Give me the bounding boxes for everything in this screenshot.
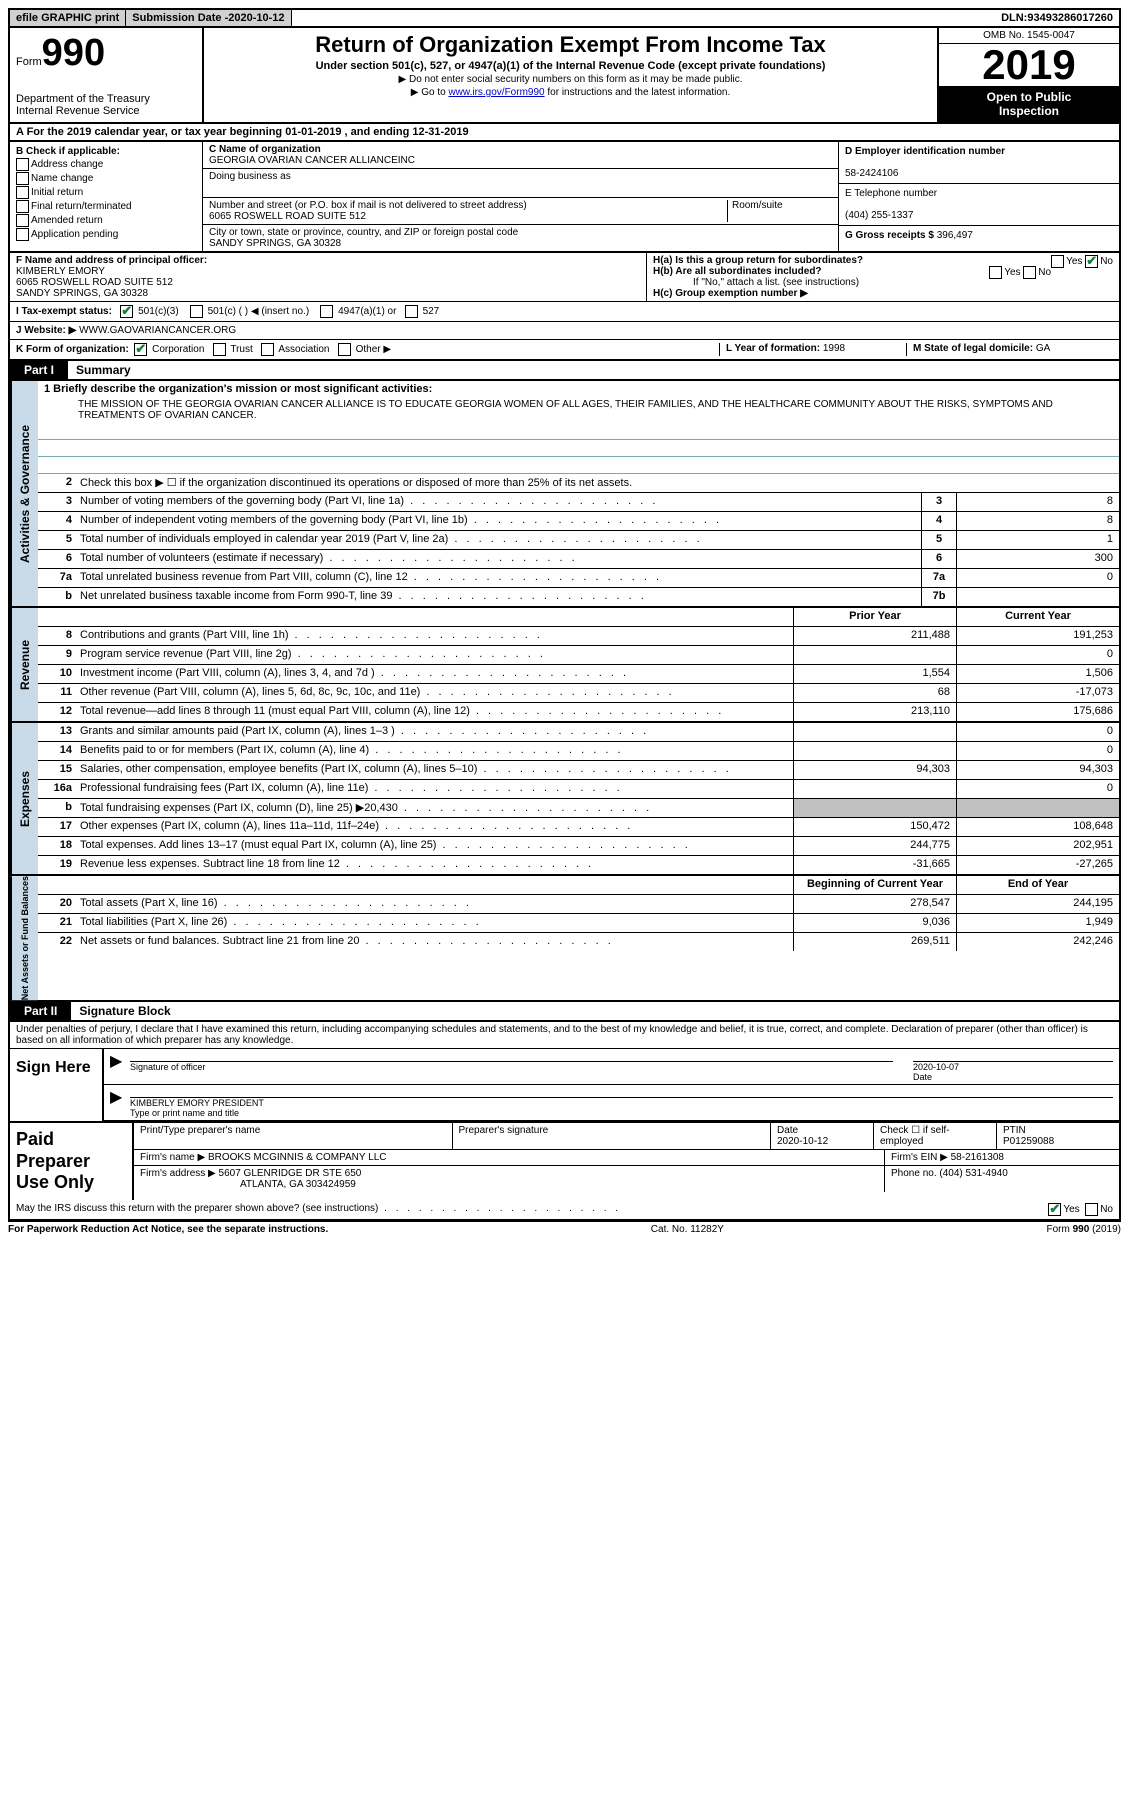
table-row: 12Total revenue—add lines 8 through 11 (… bbox=[38, 703, 1119, 721]
row-a: A For the 2019 calendar year, or tax yea… bbox=[8, 124, 1121, 142]
row-fh: F Name and address of principal officer:… bbox=[8, 253, 1121, 302]
top-bar: efile GRAPHIC print Submission Date - 20… bbox=[8, 8, 1121, 28]
title: Return of Organization Exempt From Incom… bbox=[214, 32, 927, 58]
vtab-activities: Activities & Governance bbox=[10, 381, 38, 606]
row-klm: K Form of organization: Corporation Trus… bbox=[8, 340, 1121, 361]
vtab-revenue: Revenue bbox=[10, 608, 38, 721]
form-number: 990 bbox=[42, 32, 105, 74]
submission-btn[interactable]: Submission Date - 2020-10-12 bbox=[126, 10, 291, 26]
part1-header: Part I Summary bbox=[8, 361, 1121, 381]
table-row: 22Net assets or fund balances. Subtract … bbox=[38, 933, 1119, 951]
efile-btn[interactable]: efile GRAPHIC print bbox=[10, 10, 126, 26]
form-label: Form bbox=[16, 56, 42, 68]
col-b: B Check if applicable: Address change Na… bbox=[10, 142, 203, 251]
cb-amended[interactable]: Amended return bbox=[16, 214, 196, 227]
table-row: 10Investment income (Part VIII, column (… bbox=[38, 665, 1119, 684]
cb-name[interactable]: Name change bbox=[16, 172, 196, 185]
expenses-section: Expenses 13Grants and similar amounts pa… bbox=[8, 723, 1121, 876]
section-bcd: B Check if applicable: Address change Na… bbox=[8, 142, 1121, 253]
table-row: 15Salaries, other compensation, employee… bbox=[38, 761, 1119, 780]
table-row: bTotal fundraising expenses (Part IX, co… bbox=[38, 799, 1119, 818]
activities-section: Activities & Governance 1 Briefly descri… bbox=[8, 381, 1121, 608]
col-d: D Employer identification number58-24241… bbox=[838, 142, 1119, 251]
table-row: 19Revenue less expenses. Subtract line 1… bbox=[38, 856, 1119, 874]
table-row: 7aTotal unrelated business revenue from … bbox=[38, 569, 1119, 588]
table-row: 11Other revenue (Part VIII, column (A), … bbox=[38, 684, 1119, 703]
dln: DLN: 93493286017260 bbox=[995, 10, 1119, 26]
mission-text: THE MISSION OF THE GEORGIA OVARIAN CANCE… bbox=[38, 397, 1119, 423]
table-row: 5Total number of individuals employed in… bbox=[38, 531, 1119, 550]
table-row: 16aProfessional fundraising fees (Part I… bbox=[38, 780, 1119, 799]
table-row: 9Program service revenue (Part VIII, lin… bbox=[38, 646, 1119, 665]
table-row: 17Other expenses (Part IX, column (A), l… bbox=[38, 818, 1119, 837]
irs-link[interactable]: www.irs.gov/Form990 bbox=[448, 87, 544, 98]
part2-header: Part II Signature Block bbox=[8, 1002, 1121, 1022]
table-row: 18Total expenses. Add lines 13–17 (must … bbox=[38, 837, 1119, 856]
note2: ▶ Go to www.irs.gov/Form990 for instruct… bbox=[214, 87, 927, 98]
tax-year: 2019 bbox=[939, 44, 1119, 86]
vtab-netassets: Net Assets or Fund Balances bbox=[10, 876, 38, 1000]
table-row: 20Total assets (Part X, line 16)278,5472… bbox=[38, 895, 1119, 914]
revenue-section: Revenue Prior YearCurrent Year 8Contribu… bbox=[8, 608, 1121, 723]
table-row: 8Contributions and grants (Part VIII, li… bbox=[38, 627, 1119, 646]
table-row: 14Benefits paid to or for members (Part … bbox=[38, 742, 1119, 761]
table-row: 21Total liabilities (Part X, line 26)9,0… bbox=[38, 914, 1119, 933]
sign-here: Sign Here bbox=[10, 1049, 104, 1121]
subtitle: Under section 501(c), 527, or 4947(a)(1)… bbox=[214, 60, 927, 72]
note1: ▶ Do not enter social security numbers o… bbox=[214, 74, 927, 85]
col-c: C Name of organizationGEORGIA OVARIAN CA… bbox=[203, 142, 838, 251]
table-row: bNet unrelated business taxable income f… bbox=[38, 588, 1119, 606]
cb-initial[interactable]: Initial return bbox=[16, 186, 196, 199]
footer: For Paperwork Reduction Act Notice, see … bbox=[8, 1221, 1121, 1237]
table-row: 6Total number of volunteers (estimate if… bbox=[38, 550, 1119, 569]
dept: Department of the Treasury Internal Reve… bbox=[16, 93, 196, 117]
row-i: I Tax-exempt status: 501(c)(3) 501(c) ( … bbox=[8, 302, 1121, 322]
table-row: 13Grants and similar amounts paid (Part … bbox=[38, 723, 1119, 742]
cb-final[interactable]: Final return/terminated bbox=[16, 200, 196, 213]
cb-address[interactable]: Address change bbox=[16, 158, 196, 171]
signature-block: Under penalties of perjury, I declare th… bbox=[8, 1022, 1121, 1221]
netassets-section: Net Assets or Fund Balances Beginning of… bbox=[8, 876, 1121, 1002]
table-row: 3Number of voting members of the governi… bbox=[38, 493, 1119, 512]
vtab-expenses: Expenses bbox=[10, 723, 38, 874]
table-row: 4Number of independent voting members of… bbox=[38, 512, 1119, 531]
row-j: J Website: ▶ WWW.GAOVARIANCANCER.ORG bbox=[8, 322, 1121, 340]
open-public: Open to Public Inspection bbox=[939, 86, 1119, 122]
header: Form990 Department of the Treasury Inter… bbox=[8, 28, 1121, 124]
cb-pending[interactable]: Application pending bbox=[16, 228, 196, 241]
paid-preparer: Paid Preparer Use Only bbox=[10, 1123, 134, 1200]
